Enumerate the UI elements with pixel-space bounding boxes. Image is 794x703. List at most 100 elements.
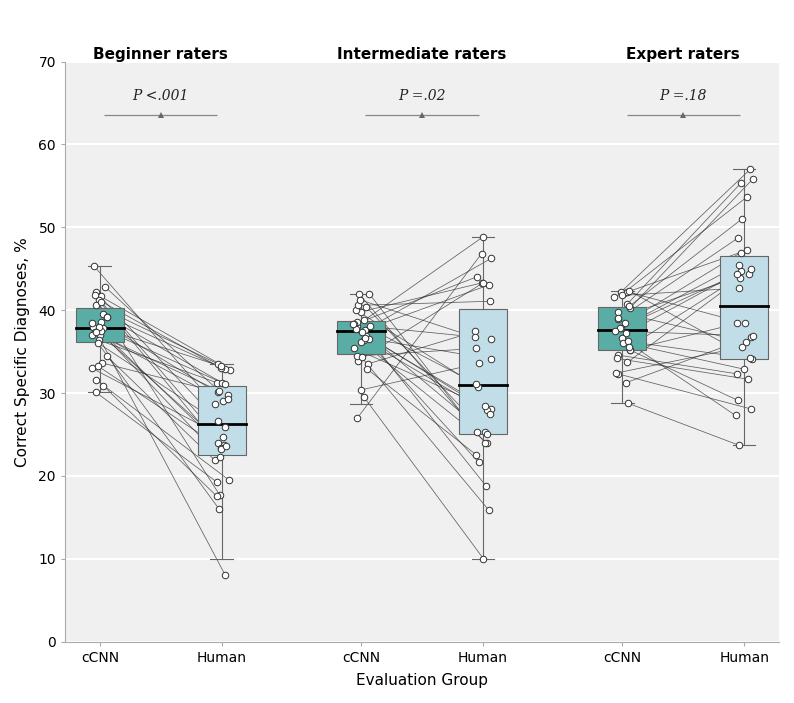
Point — [746, 174, 759, 185]
Text: Expert raters: Expert raters — [626, 46, 740, 62]
Point — [470, 378, 483, 389]
Point — [220, 441, 233, 452]
Point — [615, 333, 628, 344]
Point — [222, 394, 234, 405]
Point — [731, 395, 744, 406]
Point — [352, 356, 364, 367]
Point — [90, 299, 102, 311]
Point — [219, 569, 232, 581]
Point — [611, 349, 624, 361]
Point — [224, 364, 237, 375]
Point — [469, 343, 482, 354]
Point — [615, 322, 627, 333]
Text: Beginner raters: Beginner raters — [94, 46, 228, 62]
Point — [360, 330, 373, 342]
Point — [93, 295, 106, 306]
Point — [97, 380, 110, 392]
Point — [744, 164, 757, 175]
Point — [624, 302, 637, 314]
Text: Intermediate raters: Intermediate raters — [337, 46, 507, 62]
Point — [89, 289, 102, 300]
Point — [732, 439, 745, 451]
Point — [618, 288, 630, 299]
Point — [609, 368, 622, 379]
Point — [208, 399, 221, 410]
Point — [85, 317, 98, 328]
Point — [734, 266, 747, 277]
Point — [92, 361, 105, 372]
Point — [355, 385, 368, 396]
Point — [88, 326, 101, 337]
X-axis label: Evaluation Group: Evaluation Group — [356, 673, 488, 688]
Point — [736, 213, 749, 224]
Point — [745, 264, 757, 275]
Point — [485, 404, 498, 415]
Point — [624, 344, 637, 356]
Point — [479, 437, 491, 449]
Point — [210, 377, 223, 388]
Point — [98, 281, 111, 292]
Point — [619, 377, 632, 388]
Point — [480, 429, 493, 440]
Point — [622, 285, 635, 297]
Point — [214, 489, 226, 501]
Point — [94, 297, 107, 308]
Point — [623, 344, 636, 356]
Point — [733, 283, 746, 294]
Point — [478, 401, 491, 412]
Point — [90, 327, 102, 338]
Point — [730, 318, 743, 329]
Point — [100, 311, 113, 323]
Point — [217, 431, 229, 442]
Point — [357, 334, 370, 345]
Point — [621, 356, 634, 368]
Point — [608, 291, 621, 302]
Point — [480, 404, 493, 415]
Point — [213, 504, 225, 515]
Point — [619, 328, 632, 339]
Point — [622, 397, 634, 408]
Point — [739, 337, 752, 348]
Point — [479, 427, 491, 438]
Point — [222, 475, 235, 486]
Point — [480, 481, 492, 492]
Point — [355, 352, 368, 363]
Point — [346, 318, 359, 330]
Bar — [337, 321, 385, 354]
Point — [94, 330, 106, 341]
Point — [92, 322, 105, 333]
Point — [745, 331, 757, 342]
Point — [351, 350, 364, 361]
Point — [469, 449, 482, 460]
Point — [360, 363, 373, 375]
Point — [353, 294, 366, 305]
Point — [730, 368, 743, 380]
Point — [472, 358, 485, 369]
Point — [215, 444, 228, 455]
Point — [354, 336, 367, 347]
Point — [740, 245, 753, 256]
Point — [351, 320, 364, 331]
Point — [622, 336, 634, 347]
Point — [218, 439, 231, 451]
Point — [485, 253, 498, 264]
Bar — [198, 386, 245, 456]
Point — [477, 277, 490, 288]
Point — [87, 322, 100, 333]
Text: P =.02: P =.02 — [399, 89, 445, 103]
Point — [348, 342, 360, 354]
Point — [612, 307, 625, 318]
Point — [615, 286, 628, 297]
Point — [484, 296, 496, 307]
Point — [729, 410, 742, 421]
Point — [619, 318, 631, 329]
Point — [218, 363, 231, 375]
Point — [484, 353, 497, 364]
Point — [621, 299, 634, 310]
Point — [362, 333, 375, 344]
Point — [91, 337, 104, 349]
Point — [349, 323, 362, 334]
Point — [85, 363, 98, 374]
Point — [622, 342, 635, 353]
Point — [100, 350, 113, 361]
